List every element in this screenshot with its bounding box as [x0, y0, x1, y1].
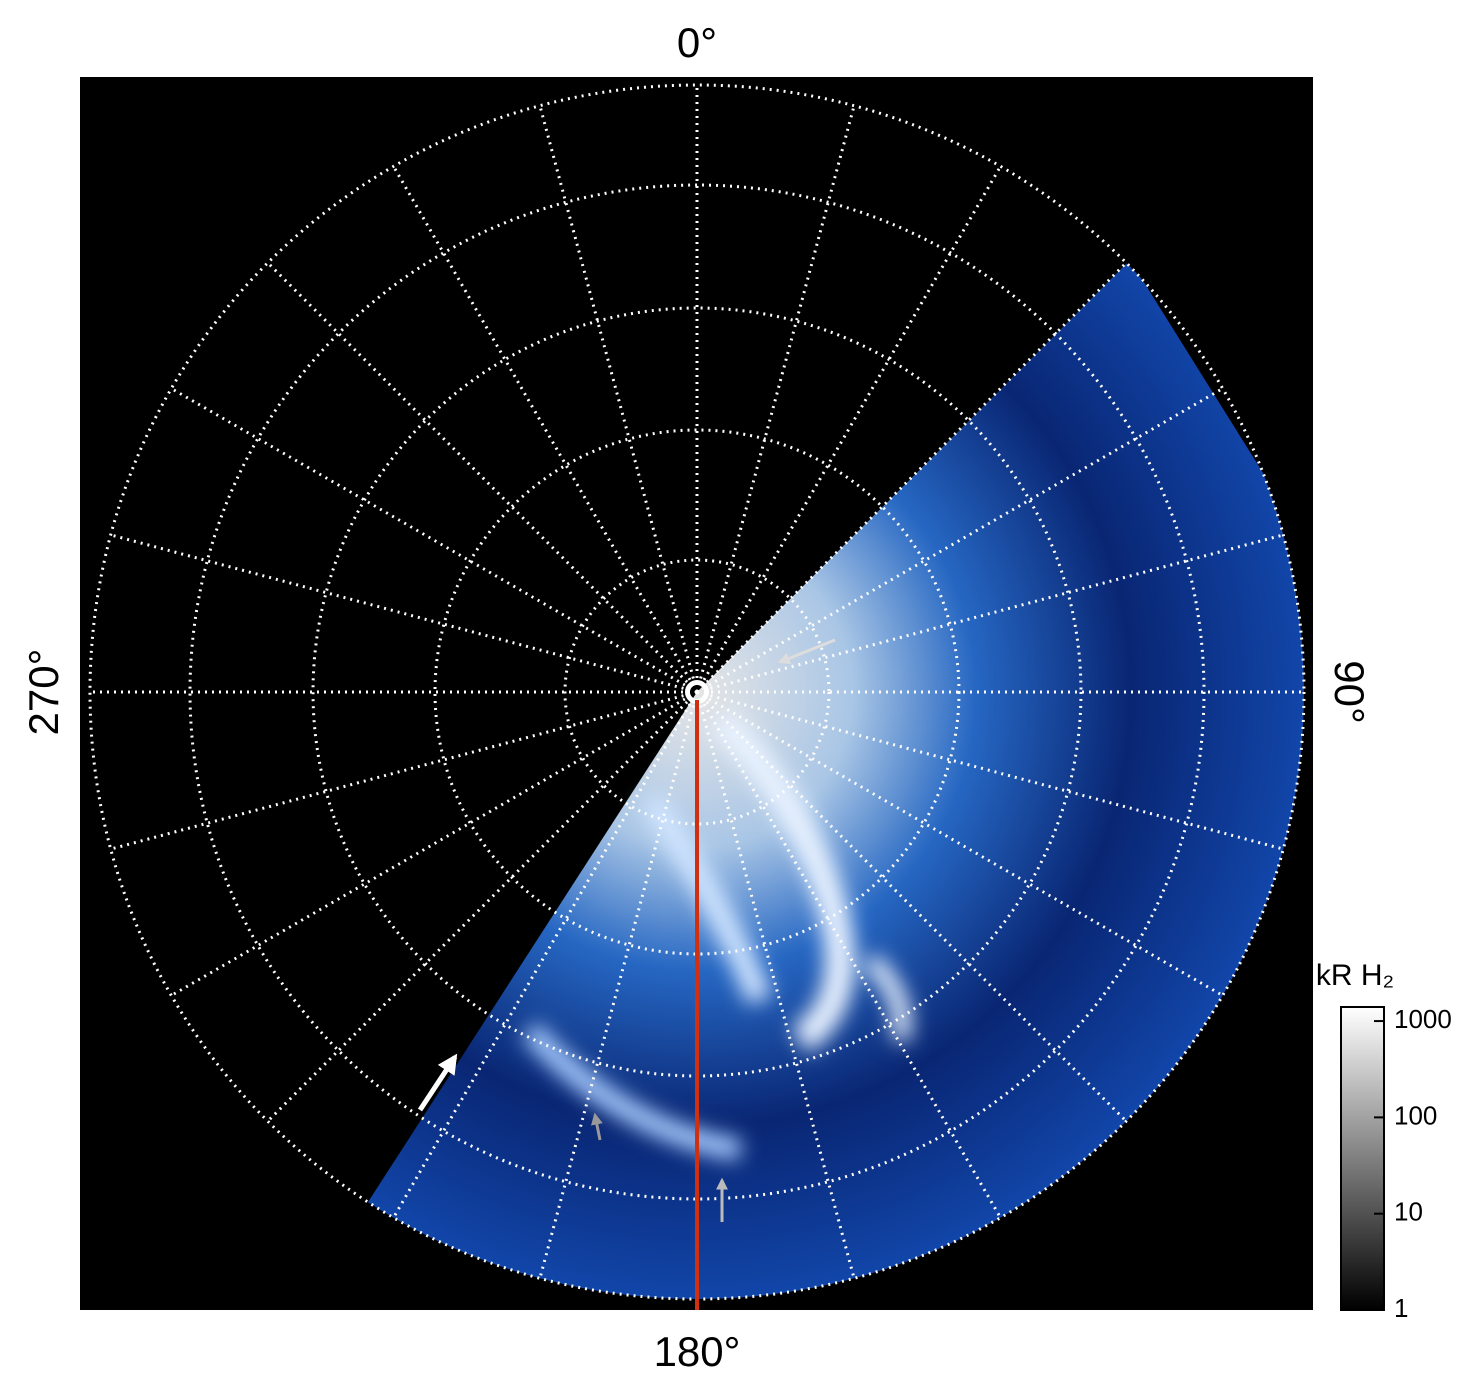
colorbar-tick-label: 1 [1394, 1293, 1408, 1323]
grid-spoke [266, 690, 699, 1123]
grid-spoke [266, 261, 699, 694]
colorbar-tick-label: 10 [1394, 1197, 1423, 1227]
grid-spoke [170, 387, 698, 694]
grid-circle [188, 183, 1206, 1201]
grid-spoke [538, 691, 699, 1279]
colorbar-tick-label: 100 [1394, 1100, 1437, 1130]
arrow [590, 1112, 603, 1141]
grid-spoke [696, 690, 1224, 997]
grid-spoke [110, 533, 698, 694]
grid-spoke [170, 690, 698, 997]
grid-spoke [538, 105, 699, 693]
grid-spoke [695, 261, 1128, 694]
colorbar [1340, 1006, 1385, 1311]
grid-spoke [696, 533, 1284, 694]
colorbar-tick-label: 1000 [1394, 1004, 1452, 1034]
arrow [417, 1053, 458, 1112]
colorbar-title: kR H₂ [1316, 959, 1394, 992]
direction-label: 0° [677, 19, 717, 66]
arrow [777, 638, 836, 665]
grid-spoke [696, 690, 1284, 851]
grid-spoke [695, 690, 1128, 1123]
aurora [300, 260, 1304, 1299]
grid-spoke [392, 165, 699, 693]
grid-spoke [392, 691, 699, 1219]
direction-label: 180° [654, 1328, 741, 1375]
grid-circle [563, 558, 831, 826]
grid-spoke [110, 690, 698, 851]
grid-spoke [695, 105, 856, 693]
grid-spoke [696, 387, 1224, 694]
grid-spoke [695, 691, 1002, 1219]
direction-label: 270° [20, 649, 67, 736]
direction-label: 90° [1326, 660, 1373, 724]
grid-spoke [695, 691, 856, 1279]
grid-circle [433, 428, 961, 956]
grid-spoke [695, 165, 1002, 693]
